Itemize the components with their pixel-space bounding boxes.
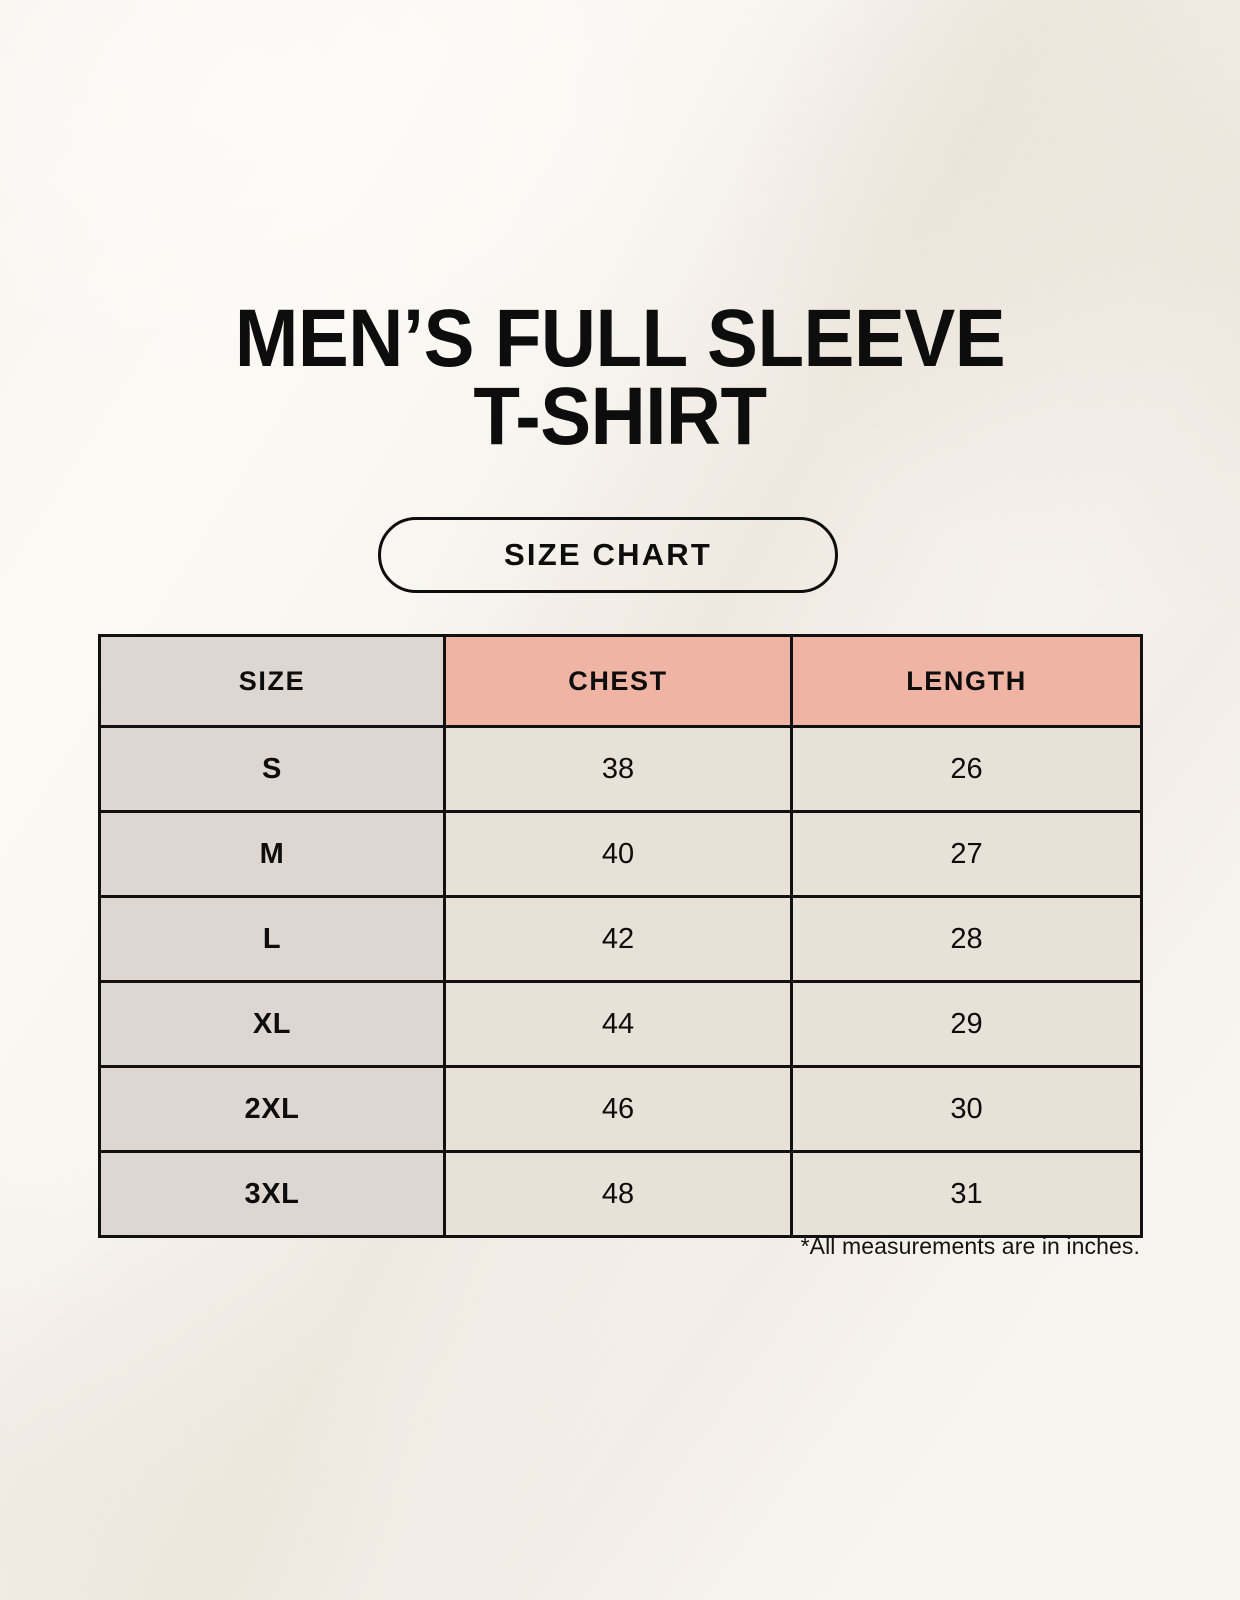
measurement-note: *All measurements are in inches. <box>800 1233 1140 1259</box>
cell-length: 29 <box>790 980 1143 1068</box>
cell-chest: 46 <box>443 1065 793 1153</box>
cell-length: 27 <box>790 810 1143 898</box>
cell-chest: 48 <box>443 1150 793 1238</box>
cell-size: 2XL <box>98 1065 446 1153</box>
table-row: L 42 28 <box>98 895 1143 983</box>
cell-size: M <box>98 810 446 898</box>
size-chart-badge-label: SIZE CHART <box>504 537 712 572</box>
table-header-row: SIZE CHEST LENGTH <box>98 634 1143 728</box>
page-title: MEN’S FULL SLEEVE T-SHIRT <box>0 293 1240 462</box>
cell-chest: 42 <box>443 895 793 983</box>
cell-chest: 44 <box>443 980 793 1068</box>
cell-size: 3XL <box>98 1150 446 1238</box>
cell-length: 30 <box>790 1065 1143 1153</box>
cell-chest: 40 <box>443 810 793 898</box>
cell-size: S <box>98 725 446 813</box>
title-line-1: MEN’S FULL SLEEVE <box>234 293 1006 384</box>
table-header: SIZE CHEST LENGTH <box>98 634 1143 728</box>
table-row: 2XL 46 30 <box>98 1065 1143 1153</box>
table-row: XL 44 29 <box>98 980 1143 1068</box>
cell-chest: 38 <box>443 725 793 813</box>
cell-size: XL <box>98 980 446 1068</box>
title-line-2: T-SHIRT <box>473 371 767 462</box>
column-header-size: SIZE <box>98 634 446 728</box>
column-header-length: LENGTH <box>790 634 1143 728</box>
table-row: S 38 26 <box>98 725 1143 813</box>
cell-size: L <box>98 895 446 983</box>
size-chart-badge: SIZE CHART <box>378 517 838 593</box>
table-body: S 38 26 M 40 27 L 42 28 XL 44 29 <box>98 725 1143 1238</box>
table-row: 3XL 48 31 <box>98 1150 1143 1238</box>
cell-length: 28 <box>790 895 1143 983</box>
table-row: M 40 27 <box>98 810 1143 898</box>
cell-length: 26 <box>790 725 1143 813</box>
size-chart-table: SIZE CHEST LENGTH S 38 26 M 40 27 L <box>98 634 1143 1238</box>
column-header-chest: CHEST <box>443 634 793 728</box>
cell-length: 31 <box>790 1150 1143 1238</box>
